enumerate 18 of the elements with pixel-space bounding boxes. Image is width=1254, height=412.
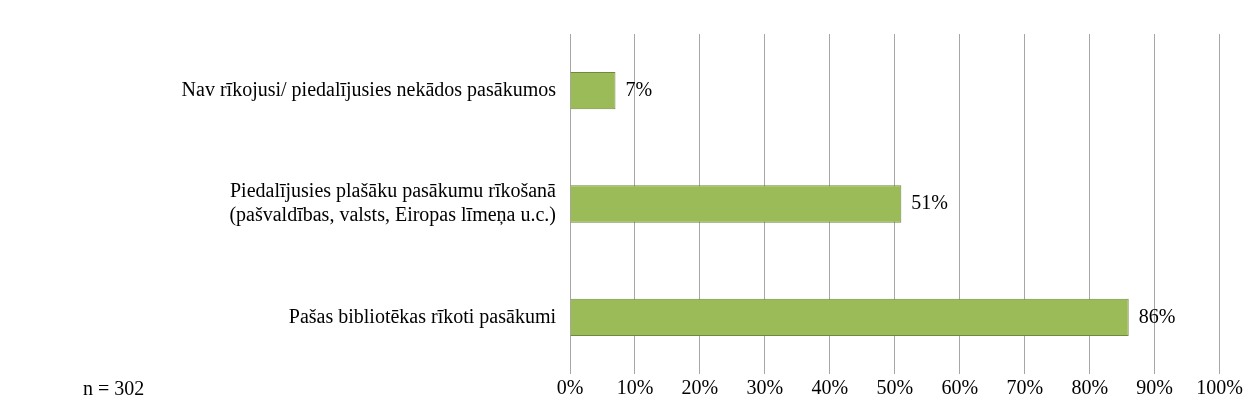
y-tick-label: Piedalījusies plašāku pasākumu rīkošanā (pašvaldības, valsts, Eiropas līmeņa u.c.)	[229, 179, 557, 227]
data-label: 86%	[1138, 304, 1176, 327]
x-tick-label: 70%	[1006, 376, 1044, 399]
x-tick-label: 100%	[1196, 376, 1244, 399]
data-label: 51%	[911, 191, 948, 214]
x-tick-label: 80%	[1071, 376, 1109, 399]
y-tick-label: Nav rīkojusi/ piedalījusies nekādos pasākumos	[181, 77, 557, 101]
x-tick-label: 40%	[811, 376, 849, 399]
x-tick-label: 60%	[941, 376, 979, 399]
x-tick-label: 50%	[876, 376, 914, 399]
data-label: 7%	[625, 77, 653, 100]
x-tick-label: 0%	[556, 376, 584, 399]
x-tick-label: 90%	[1136, 376, 1174, 399]
text: n = 302	[83, 377, 145, 400]
y-tick-label: Pašas bibliotēkas rīkoti pasākumi	[288, 304, 557, 328]
x-tick-label: 10%	[616, 376, 654, 399]
x-tick-label: 20%	[681, 376, 719, 399]
x-tick-label: 30%	[746, 376, 784, 399]
